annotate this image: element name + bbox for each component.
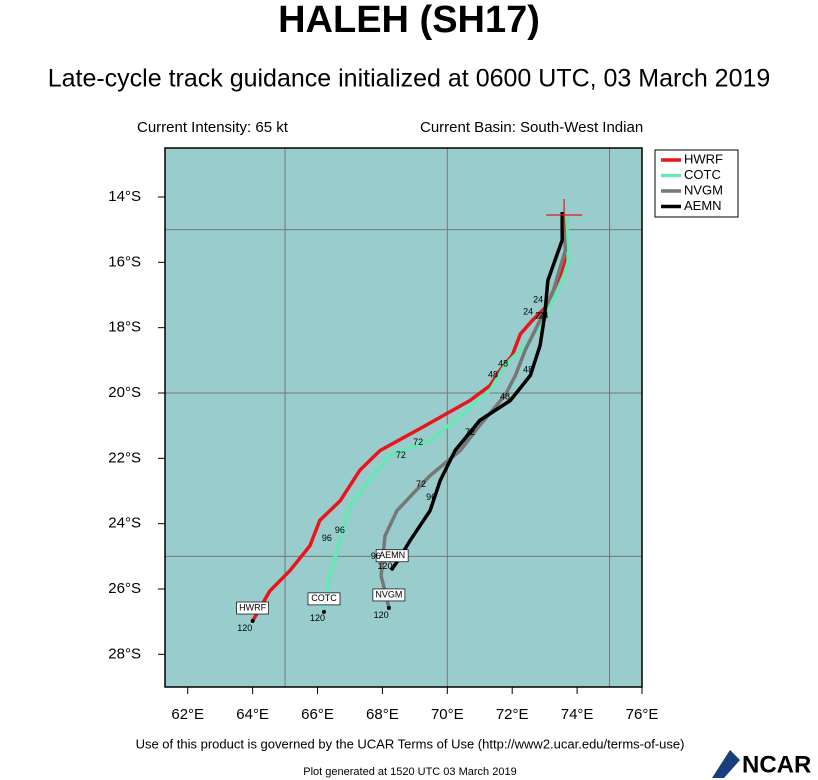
track-end	[250, 619, 255, 624]
x-tick-label: 64°E	[236, 706, 269, 723]
track-label-text: COTC	[311, 593, 337, 603]
x-tick-label: 70°E	[431, 706, 464, 723]
basin-note: Current Basin: South-West Indian	[420, 119, 643, 136]
legend-label: AEMN	[684, 198, 722, 213]
logo: NCAR	[742, 751, 811, 778]
forecast-hour: 96	[335, 525, 345, 535]
forecast-hour: 72	[413, 437, 423, 447]
x-tick-label: 76°E	[626, 706, 659, 723]
track-label: NVGM	[372, 588, 406, 602]
forecast-hour: 24	[533, 295, 543, 305]
forecast-hour: 120	[377, 561, 392, 571]
forecast-hour: 72	[416, 479, 426, 489]
y-tick-label: 22°S	[108, 449, 141, 466]
forecast-hour: 96	[322, 533, 332, 543]
plot: 62°E 64°E 66°E 68°E 70°E 72°E 74°E 76°E 14°S 16°S…	[108, 147, 739, 723]
forecast-hour: 24	[523, 307, 533, 317]
forecast-hour: 120	[374, 610, 389, 620]
track-end	[322, 609, 326, 614]
x-tick-label: 72°E	[496, 706, 529, 723]
forecast-hour: 120	[310, 613, 325, 623]
forecast-hour: 48	[488, 370, 498, 380]
footer: Use of this product is governed by the U…	[136, 736, 685, 751]
forecast-hour: 24	[535, 311, 545, 321]
y-tick-label: 20°S	[108, 384, 141, 401]
track-label-text: HWRF	[239, 602, 266, 612]
forecast-hour: 48	[500, 392, 510, 402]
chart-subtitle: Late-cycle track guidance initialized at…	[48, 65, 771, 93]
y-tick-label: 16°S	[108, 253, 141, 270]
track-label-box	[375, 549, 409, 563]
forecast-hour: 24	[538, 311, 548, 321]
track-line	[322, 214, 571, 613]
track-label-box	[307, 592, 341, 606]
y-tick-label: 24°S	[108, 515, 141, 532]
y-tick-label: 26°S	[108, 580, 141, 597]
logo-mark	[712, 750, 740, 778]
track-end	[390, 566, 395, 571]
track-label-text: NVGM	[375, 589, 402, 599]
current-position	[546, 198, 583, 231]
track-label: HWRF	[236, 601, 269, 615]
track-line	[390, 212, 564, 570]
legend-label: HWRF	[684, 151, 723, 166]
chart-title: HALEH (SH17)	[278, 0, 540, 41]
x-tick-label: 68°E	[366, 706, 399, 723]
y-tick-label: 14°S	[108, 188, 141, 205]
track-label: AEMN	[375, 549, 409, 563]
track-label: COTC	[307, 592, 341, 606]
track-line	[379, 212, 568, 609]
track-end	[386, 605, 391, 610]
intensity-note: Current Intensity: 65 kt	[137, 119, 289, 136]
generated-note: Plot generated at 1520 UTC 03 March 2019	[303, 766, 516, 778]
forecast-hour: 72	[465, 427, 475, 437]
x-tick-label: 74°E	[561, 706, 594, 723]
forecast-hour: 96	[371, 551, 381, 561]
forecast-hour: 48	[498, 359, 508, 369]
y-tick-label: 18°S	[108, 319, 141, 336]
forecast-hour: 96	[426, 492, 436, 502]
forecast-hour: 72	[396, 450, 406, 460]
legend-label: COTC	[684, 167, 721, 182]
forecast-hour: 120	[237, 623, 252, 633]
x-tick-label: 66°E	[301, 706, 334, 723]
track-label-text: AEMN	[379, 550, 405, 560]
forecast-hour: 48	[523, 365, 533, 375]
track-label-box	[236, 601, 269, 615]
legend-label: NVGM	[684, 182, 723, 197]
x-tick-label: 62°E	[171, 706, 204, 723]
track-label-box	[372, 588, 406, 602]
plot-frame	[164, 147, 643, 688]
y-tick-label: 28°S	[108, 645, 141, 662]
